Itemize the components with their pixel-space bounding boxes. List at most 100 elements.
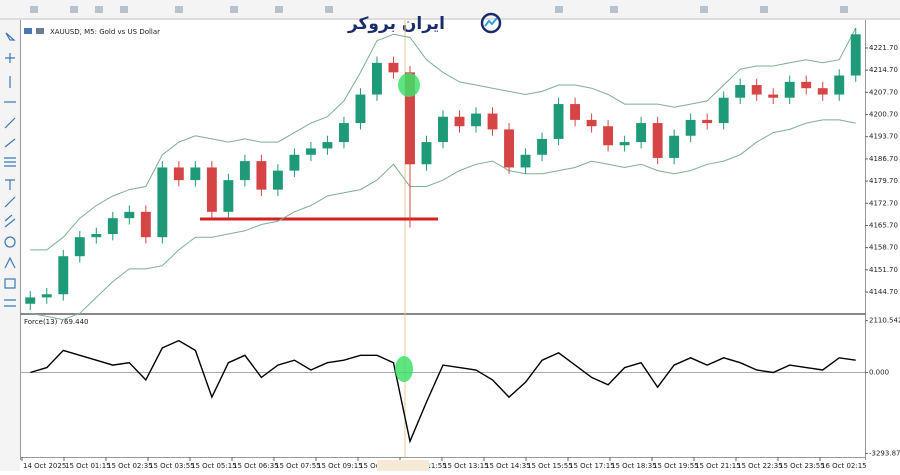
candle-body [603, 126, 614, 146]
candle-body [636, 123, 647, 143]
candle-body [355, 94, 366, 124]
panel-divider [20, 313, 866, 315]
logo-arrow [484, 17, 498, 27]
x-tick-label: 15 Oct 03:55 [149, 462, 195, 470]
y-tick-label: 4207.70 [869, 88, 898, 96]
bollinger-band [30, 119, 856, 321]
x-tick-label: 15 Oct 19:55 [653, 462, 699, 470]
x-tick-label: 15 Oct 02:35 [107, 462, 153, 470]
candle-body [619, 142, 630, 146]
toolbar-border [0, 18, 900, 20]
candle-body [817, 88, 828, 95]
candle-body [41, 294, 52, 298]
candle-body [74, 237, 85, 257]
x-tick-label: 15 Oct 23:55 [779, 462, 825, 470]
y-tick-label: 4172.70 [869, 199, 898, 207]
left-toolbar[interactable] [0, 20, 20, 471]
toolbar-icons [30, 6, 848, 13]
candle-body [322, 142, 333, 149]
y-tick-label: 4158.70 [869, 244, 898, 252]
y-tick-label: 4179.70 [869, 177, 898, 185]
x-tick-label: 15 Oct 09:15 [317, 462, 363, 470]
candle-body [372, 62, 382, 95]
candle-body [256, 161, 267, 190]
candle-body [58, 256, 69, 295]
candle-body [768, 94, 779, 98]
logo-text: ایران بروکر [347, 14, 445, 34]
highlight-ellipse [395, 356, 413, 382]
y-tick-label: 2110.542 [869, 317, 900, 325]
y-tick-label: 4186.70 [869, 155, 898, 163]
candle-body [801, 81, 812, 89]
y-tick-label: 4151.70 [869, 266, 898, 274]
indicator-title: Force(13) 769.440 [24, 318, 88, 326]
candle-body [405, 72, 415, 165]
logo-icon [480, 12, 502, 34]
candle-body [850, 34, 861, 76]
x-tick-label: 15 Oct 17:15 [569, 462, 615, 470]
y-tick-label: 0.000 [869, 368, 889, 376]
y-tick-label: 4200.70 [869, 111, 898, 119]
candle-body [586, 119, 597, 127]
candle-body [91, 234, 102, 238]
candle-body [272, 170, 283, 190]
x-tick-label: 15 Oct 06:35 [233, 462, 279, 470]
candle-body [702, 119, 713, 124]
candle-body [487, 113, 498, 130]
candle-body [338, 123, 349, 143]
candle-body [471, 113, 481, 127]
time-highlight [377, 460, 429, 471]
candle-body [124, 211, 135, 219]
x-tick-label: 15 Oct 01:15 [65, 462, 111, 470]
y-tick-label: 4214.70 [869, 66, 898, 74]
x-tick-label: 14 Oct 2025 [23, 462, 66, 470]
drawing-tools[interactable] [4, 32, 16, 307]
candle-body [305, 148, 316, 155]
candle-body [784, 81, 795, 98]
candle-body [685, 119, 696, 136]
highlight-ellipse [398, 73, 420, 97]
candle-body [438, 116, 448, 143]
bollinger-band [30, 27, 857, 251]
candle-body [454, 116, 465, 127]
x-tick-label: 15 Oct 13:15 [443, 462, 489, 470]
top-toolbar [0, 0, 900, 18]
y-tick-label: 4193.70 [869, 133, 898, 141]
candle-body [834, 75, 845, 95]
symbol-title: XAUUSD, M5: Gold vs US Dollar [50, 28, 160, 36]
candle-body [537, 138, 548, 155]
symbol-icon [36, 28, 44, 34]
candle-body [107, 218, 118, 235]
x-tick-label: 15 Oct 05:15 [191, 462, 237, 470]
force-line [30, 339, 856, 444]
candle-body [553, 104, 564, 139]
candle-body [206, 167, 217, 212]
y-tick-label: 4165.70 [869, 221, 898, 229]
frame-right [865, 20, 866, 460]
candle-body [520, 154, 531, 168]
candle-body [25, 297, 36, 304]
y-tick-label: 4221.70 [869, 44, 898, 52]
frame-left [20, 20, 21, 460]
candle-body [669, 135, 680, 158]
frame-bottom [20, 457, 866, 458]
candle-body [504, 129, 514, 168]
x-tick-label: 15 Oct 21:15 [695, 462, 741, 470]
candle-body [718, 97, 729, 124]
x-tick-label: 15 Oct 07:55 [275, 462, 321, 470]
x-tick-label: 15 Oct 15:55 [527, 462, 573, 470]
candle-body [735, 85, 746, 98]
candle-body [223, 180, 234, 212]
y-tick-label: -3293.876 [869, 449, 900, 457]
candle-body [751, 85, 762, 95]
candle-body [239, 161, 250, 181]
candle-body [570, 104, 581, 120]
symbol-icon [24, 28, 32, 34]
candle-body [140, 211, 151, 238]
x-tick-label: 15 Oct 22:35 [737, 462, 783, 470]
candle-body [652, 123, 663, 158]
candle-body [173, 167, 184, 181]
candle-body [421, 142, 432, 165]
